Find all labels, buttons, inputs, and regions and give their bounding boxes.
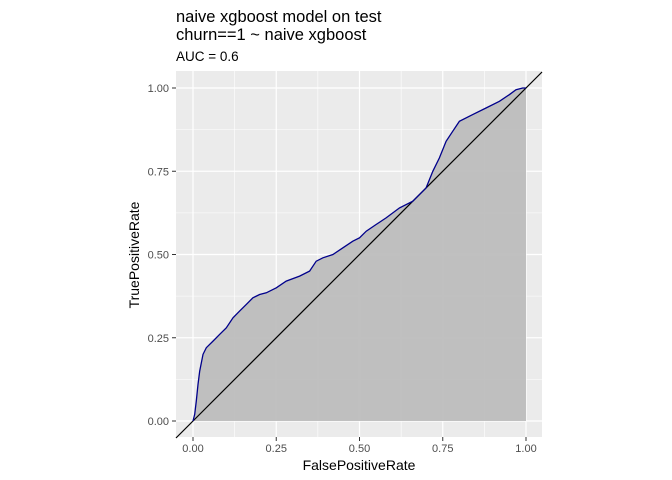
diagonal-reference-line — [175, 71, 543, 439]
y-tick-label: 0.25 — [148, 333, 169, 345]
chart-title: naive xgboost model on test — [176, 8, 382, 26]
x-tick-label: 0.75 — [432, 443, 453, 455]
chart-subtitle: AUC = 0.6 — [176, 49, 239, 64]
roc-curve-line — [192, 87, 526, 422]
y-tick-label: 0.00 — [148, 416, 169, 428]
y-axis-title: TruePositiveRate — [126, 201, 142, 308]
chart-subtitle-line2: churn==1 ~ naive xgboost — [176, 26, 367, 44]
x-tick-label: 0.25 — [266, 443, 287, 455]
x-tick-label: 0.00 — [182, 443, 203, 455]
y-tick-label: 1.00 — [148, 83, 169, 95]
x-axis-title: FalsePositiveRate — [303, 457, 416, 473]
y-tick-label: 0.50 — [148, 250, 169, 262]
x-tick-label: 1.00 — [515, 443, 536, 455]
y-tick-label: 0.75 — [148, 166, 169, 178]
x-axis-ticks: 0.00 0.25 0.50 0.75 1.00 — [182, 437, 537, 455]
y-axis-ticks: 0.00 0.25 0.50 0.75 1.00 — [148, 83, 176, 428]
x-tick-label: 0.50 — [349, 443, 370, 455]
